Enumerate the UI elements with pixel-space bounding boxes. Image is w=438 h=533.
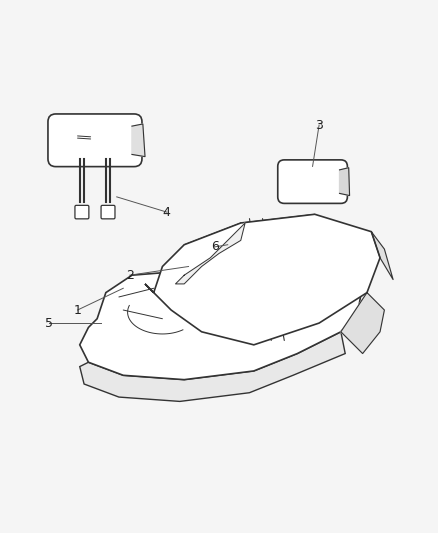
FancyBboxPatch shape: [101, 205, 115, 219]
Polygon shape: [132, 124, 145, 157]
Text: 4: 4: [163, 206, 171, 219]
Polygon shape: [80, 266, 363, 379]
FancyBboxPatch shape: [75, 205, 89, 219]
Polygon shape: [339, 168, 350, 196]
Text: 2: 2: [126, 269, 134, 282]
Polygon shape: [176, 223, 245, 284]
Text: 5: 5: [45, 317, 53, 329]
Text: 6: 6: [211, 240, 219, 253]
Polygon shape: [341, 293, 385, 353]
FancyBboxPatch shape: [278, 160, 347, 204]
Text: 3: 3: [315, 118, 323, 132]
FancyBboxPatch shape: [48, 114, 142, 167]
Polygon shape: [80, 332, 345, 401]
Polygon shape: [145, 214, 380, 345]
Polygon shape: [371, 232, 393, 279]
Text: 1: 1: [74, 303, 81, 317]
